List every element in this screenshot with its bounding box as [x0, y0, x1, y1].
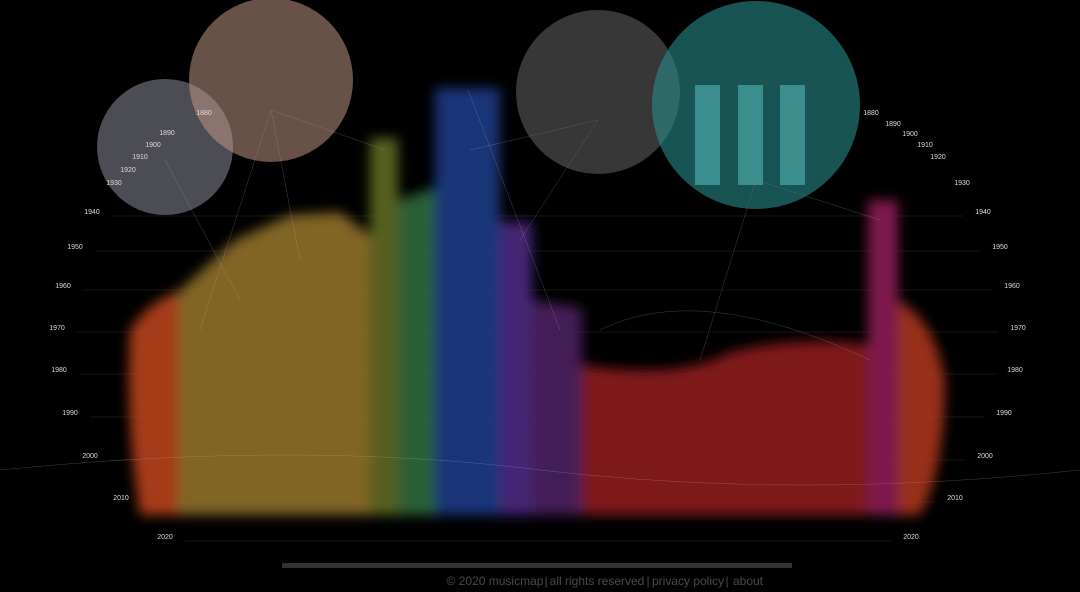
area-red [582, 341, 868, 515]
genre-areas [128, 88, 945, 515]
year-label-left: 1960 [55, 283, 71, 290]
year-label-right: 1930 [954, 180, 970, 187]
separator: | [725, 574, 728, 588]
teal-column [738, 85, 763, 185]
teal-column [695, 85, 720, 185]
year-label-right: 2000 [977, 453, 993, 460]
area-blue [435, 88, 500, 515]
year-label-left: 2000 [82, 453, 98, 460]
year-label-right: 1920 [930, 154, 946, 161]
year-label-right: 1980 [1007, 367, 1023, 374]
rights: all rights reserved [550, 574, 645, 588]
year-label-right: 1890 [885, 121, 901, 128]
year-label-left: 1880 [196, 110, 212, 117]
area-olive [370, 138, 398, 515]
separator: | [646, 574, 649, 588]
privacy-link[interactable]: privacy policy [652, 574, 724, 588]
area-purple [500, 222, 532, 515]
year-label-left: 1910 [132, 154, 148, 161]
area-violet [532, 300, 582, 515]
footer: © 2020 musicmap | all rights reserved | … [447, 574, 764, 588]
about-link[interactable]: about [733, 574, 764, 588]
separator: | [544, 574, 547, 588]
year-label-left: 1920 [120, 167, 136, 174]
timeline: 1880 188018901890190019001910191019201920… [49, 110, 1026, 541]
legend-bar [282, 563, 792, 568]
year-label-left: 1970 [49, 325, 65, 332]
year-label-left: 1990 [62, 410, 78, 417]
copyright: © 2020 musicmap [447, 574, 544, 588]
area-yellow [178, 212, 370, 515]
year-label-left: 2020 [157, 534, 173, 541]
year-label-right: 1940 [975, 209, 991, 216]
year-label-right: 2010 [947, 495, 963, 502]
year-label-right: 1990 [996, 410, 1012, 417]
year-label-right: 1900 [902, 131, 918, 138]
year-label-right: 1960 [1004, 283, 1020, 290]
year-label-left: 2010 [113, 495, 129, 502]
area-left [128, 292, 178, 515]
circle-3 [516, 10, 680, 174]
year-label-left: 1950 [67, 244, 83, 251]
circle-2 [189, 0, 353, 162]
area-right [898, 300, 945, 515]
teal-column [780, 85, 805, 185]
year-label-right: 1970 [1010, 325, 1026, 332]
year-label-right: 1950 [992, 244, 1008, 251]
year-label-right: 2020 [903, 534, 919, 541]
area-magenta [868, 200, 898, 515]
year-label-left: 1930 [106, 180, 122, 187]
year-label-left: 1940 [84, 209, 100, 216]
year-label-left: 1980 [51, 367, 67, 374]
year-label-right: 1880 [863, 110, 879, 117]
year-label-left: 1900 [145, 142, 161, 149]
area-green [398, 188, 435, 515]
legend-strip [282, 563, 792, 568]
year-label-left: 1890 [159, 130, 175, 137]
year-label-right: 1910 [917, 142, 933, 149]
